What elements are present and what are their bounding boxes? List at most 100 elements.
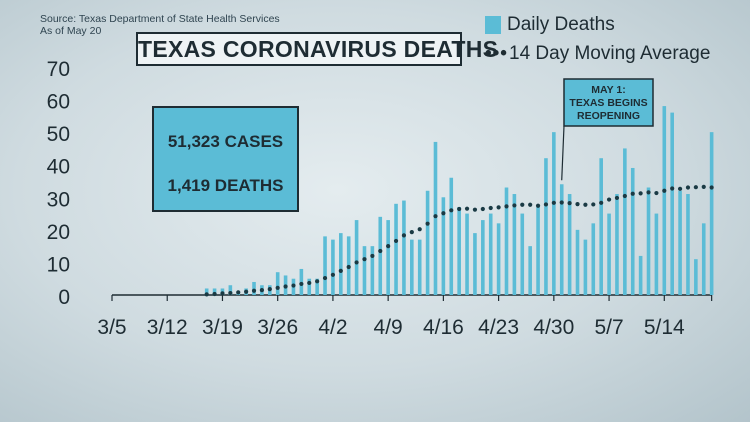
moving-average-point: [693, 185, 698, 190]
moving-average-point: [535, 203, 541, 208]
moving-average-point: [685, 185, 691, 190]
moving-average-point: [567, 201, 572, 206]
bar: [417, 239, 422, 295]
bar: [623, 148, 627, 295]
moving-average-point: [267, 287, 272, 292]
source-note: Source: Texas Department of State Health…: [40, 13, 280, 37]
bar: [599, 158, 603, 295]
bar: [378, 216, 383, 295]
moving-average-point: [204, 292, 209, 297]
legend-label-moving-average: 14 Day Moving Average: [509, 43, 711, 64]
y-tick-label: 40: [47, 156, 70, 179]
moving-average-point: [622, 193, 627, 199]
moving-average-point: [378, 248, 383, 254]
legend-label-daily-deaths: Daily Deaths: [507, 14, 615, 35]
bar: [678, 190, 682, 295]
moving-average-point: [575, 202, 580, 207]
source-line: Source: Texas Department of State Health…: [40, 13, 280, 25]
moving-average-point: [677, 186, 683, 191]
bar: [394, 203, 398, 295]
stats-box: 51,323 CASES 1,419 DEATHS: [152, 106, 299, 212]
bar: [252, 281, 256, 295]
moving-average-point: [220, 291, 225, 296]
callout-text: MAY 1:: [591, 84, 625, 96]
moving-average-point: [606, 197, 612, 202]
bar: [559, 184, 564, 295]
cases-count: 51,323 CASES: [167, 132, 284, 151]
bar: [504, 187, 509, 295]
y-tick-label: 70: [47, 58, 70, 81]
moving-average-point: [354, 260, 359, 265]
moving-average-point: [464, 206, 470, 211]
moving-average-point: [409, 230, 414, 235]
bar: [512, 194, 517, 295]
moving-average-point: [520, 202, 525, 207]
moving-average-point: [614, 195, 620, 201]
moving-average-point: [259, 288, 265, 293]
bar: [473, 233, 477, 295]
moving-average-point: [212, 291, 217, 297]
moving-average-point: [472, 207, 478, 212]
y-tick-label: 10: [47, 253, 70, 276]
bar: [354, 220, 359, 295]
bar: [615, 194, 619, 295]
bar: [662, 106, 667, 295]
bar: [307, 278, 312, 295]
moving-average-point: [370, 253, 375, 259]
x-tick-label: 4/23: [478, 316, 519, 339]
bar: [654, 213, 659, 295]
bar: [630, 167, 635, 295]
bar: [425, 190, 430, 295]
bar: [583, 239, 588, 295]
bar: [670, 112, 674, 295]
bar: [488, 213, 493, 295]
moving-average-point: [638, 191, 643, 196]
bar: [701, 223, 706, 295]
moving-average-point: [425, 221, 430, 226]
bar: [228, 285, 233, 295]
moving-average-point: [504, 204, 509, 209]
bar: [575, 229, 580, 295]
bar: [402, 200, 406, 295]
x-tick-label: 5/7: [594, 316, 623, 339]
moving-average-point: [393, 238, 399, 244]
moving-average-point: [307, 280, 312, 286]
moving-average-point: [583, 202, 588, 207]
moving-average-point: [449, 208, 454, 213]
bar: [646, 187, 651, 295]
moving-average-point: [338, 268, 343, 273]
x-tick-label: 3/26: [257, 316, 298, 339]
y-tick-label: 60: [47, 91, 70, 114]
moving-average-point: [670, 186, 675, 191]
bar-swatch-icon: [485, 16, 501, 34]
bar: [433, 141, 438, 295]
legend-item-moving-average: ••• 14 Day Moving Average: [485, 43, 710, 65]
bar: [638, 255, 643, 295]
y-tick-label: 30: [47, 188, 70, 211]
moving-average-point: [315, 279, 320, 284]
bar: [449, 177, 454, 295]
callout-text: REOPENING: [577, 110, 640, 122]
moving-average-point: [362, 257, 367, 262]
x-tick-label: 3/12: [147, 316, 188, 339]
moving-average-point: [236, 290, 241, 295]
moving-average-point: [457, 206, 462, 212]
callout-text: TEXAS BEGINS: [569, 97, 647, 109]
moving-average-point: [291, 283, 296, 288]
moving-average-point: [386, 244, 391, 249]
callout-pointer: [561, 125, 565, 181]
legend-item-daily-deaths: Daily Deaths: [485, 14, 615, 36]
bar: [709, 132, 714, 295]
chart-title: TEXAS CORONAVIRUS DEATHS: [136, 32, 498, 66]
x-tick-label: 4/16: [423, 316, 464, 339]
bar: [552, 132, 556, 295]
moving-average-point: [646, 190, 651, 195]
moving-average-point: [559, 200, 564, 205]
moving-average-point: [330, 272, 336, 277]
moving-average-point: [346, 264, 351, 270]
dotted-line-icon: •••: [485, 43, 508, 64]
bar: [465, 213, 469, 295]
deaths-count: 1,419 DEATHS: [167, 176, 284, 195]
moving-average-point: [251, 288, 257, 293]
bar: [607, 213, 611, 295]
